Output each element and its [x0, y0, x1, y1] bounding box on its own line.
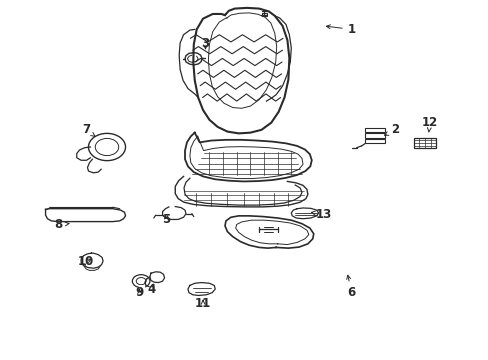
Text: 8: 8 — [54, 218, 69, 231]
Text: 10: 10 — [78, 255, 94, 268]
Text: 7: 7 — [82, 123, 95, 136]
Text: 3: 3 — [201, 37, 209, 50]
Text: 13: 13 — [311, 208, 331, 221]
Text: 2: 2 — [384, 123, 399, 136]
Bar — [365, 134, 384, 138]
Bar — [365, 139, 384, 143]
Text: 12: 12 — [421, 116, 437, 132]
Text: 11: 11 — [195, 297, 211, 310]
Text: 9: 9 — [135, 287, 143, 300]
Bar — [413, 138, 435, 148]
Bar — [139, 285, 143, 288]
Text: 4: 4 — [147, 283, 156, 296]
Bar — [262, 13, 266, 16]
Text: 5: 5 — [162, 213, 170, 226]
Text: 1: 1 — [325, 23, 355, 36]
Text: 6: 6 — [346, 275, 355, 300]
Bar — [365, 128, 384, 132]
